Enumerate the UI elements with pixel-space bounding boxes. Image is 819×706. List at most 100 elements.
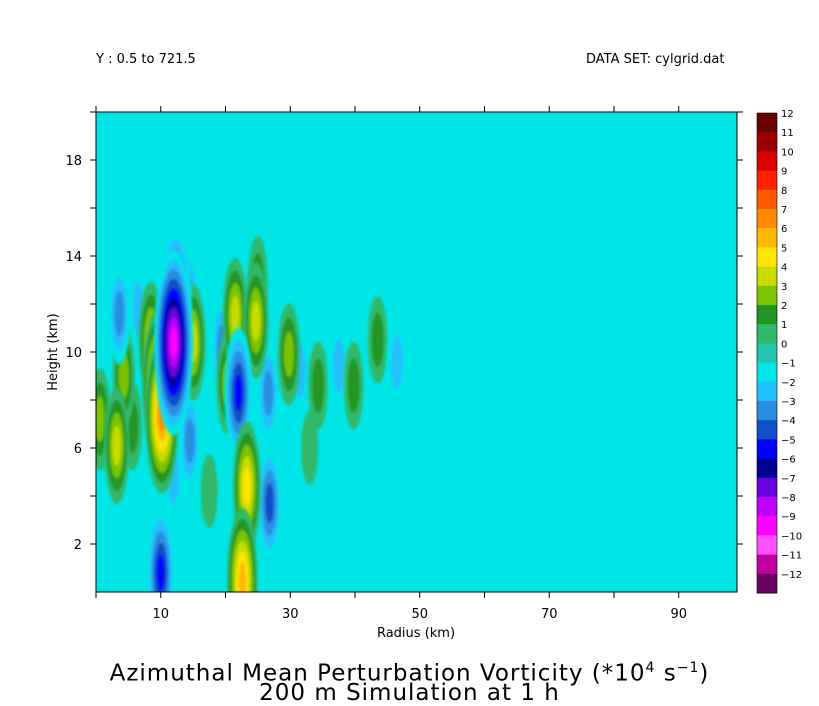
colorbar-swatch [757, 381, 777, 402]
vorticity-feature [256, 445, 283, 562]
colorbar-label: 5 [781, 243, 787, 254]
vorticity-feature [277, 303, 301, 406]
colorbar-label: 0 [781, 339, 787, 350]
vorticity-contour [114, 290, 125, 337]
y-tick-label: 2 [74, 538, 82, 553]
colorbar-label: −8 [781, 493, 796, 504]
y-axis-label: Height (km) [46, 313, 61, 390]
colorbar-label: 10 [781, 147, 794, 158]
colorbar-label: −5 [781, 435, 796, 446]
vorticity-feature [301, 411, 319, 485]
chart-title-line2: 200 m Simulation at 1 h [259, 680, 560, 706]
vorticity-feature [108, 262, 131, 365]
colorbar-swatch [757, 362, 777, 383]
colorbar-frame [756, 112, 778, 594]
x-tick-label: 30 [282, 607, 299, 622]
colorbar-swatch [757, 554, 777, 575]
dataset-label: DATA SET: cylgrid.dat [586, 52, 725, 67]
colorbar-swatch [757, 324, 777, 344]
colorbar-label: −12 [781, 570, 802, 581]
x-tick-label: 10 [152, 607, 169, 622]
colorbar-swatch [757, 439, 777, 460]
vorticity-feature [104, 387, 130, 504]
colorbar-label: −4 [781, 416, 796, 427]
colorbar-swatch [757, 189, 777, 210]
vorticity-contour [347, 358, 360, 413]
colorbar-swatch [757, 458, 777, 479]
colorbar-label: 12 [781, 109, 794, 120]
colorbar-label: 6 [781, 224, 787, 235]
colorbar-swatch [757, 401, 777, 421]
vorticity-contour [242, 467, 251, 505]
y-tick-label: 14 [65, 250, 82, 265]
range-label: Y : 0.5 to 721.5 [96, 52, 196, 67]
colorbar-swatch [757, 535, 777, 556]
vorticity-contour [371, 312, 384, 368]
y-tick-label: 18 [65, 154, 82, 169]
colorbar-label: −2 [781, 378, 796, 389]
colorbar-swatch [757, 228, 777, 248]
x-tick-label: 70 [541, 607, 558, 622]
vorticity-feature [367, 296, 388, 384]
colorbar-swatch [757, 151, 777, 172]
x-tick-label: 90 [670, 607, 687, 622]
colorbar-label: 3 [781, 282, 787, 293]
colorbar-swatch [757, 497, 777, 517]
colorbar-swatch [757, 132, 777, 152]
colorbar-swatch [757, 573, 777, 594]
colorbar-swatch [757, 209, 777, 229]
colorbar-label: −7 [781, 474, 796, 485]
colorbar-label: 11 [781, 128, 794, 139]
vorticity-contour [332, 339, 345, 394]
vorticity-field [96, 227, 407, 592]
x-axis-label: Radius (km) [377, 626, 455, 641]
colorbar-label: 1 [781, 320, 787, 331]
colorbar-label: −3 [781, 397, 796, 408]
colorbar-label: 9 [781, 167, 787, 178]
y-tick-label: 6 [74, 442, 82, 457]
colorbar: 1211109876543210−1−2−3−4−5−6−7−8−9−10−11… [756, 109, 802, 594]
vorticity-feature [146, 507, 175, 592]
colorbar-label: 4 [781, 263, 787, 274]
chart-title-line1: Azimuthal Mean Perturbation Vorticity (*… [109, 660, 710, 687]
colorbar-swatch [757, 247, 777, 268]
vorticity-contour [230, 295, 240, 337]
vorticity-feature [343, 341, 364, 430]
vorticity-feature [243, 262, 269, 379]
colorbar-swatch [757, 285, 777, 306]
colorbar-label: −6 [781, 455, 796, 466]
vorticity-contour [156, 554, 165, 592]
vorticity-feature [154, 249, 194, 436]
colorbar-swatch [757, 420, 777, 440]
axes: 10 30 50 70 90 2 6 10 14 18 [65, 106, 743, 622]
y-tick-label: 10 [65, 346, 82, 361]
vorticity-feature [226, 508, 258, 592]
vorticity-contour [238, 562, 247, 592]
colorbar-swatch [757, 266, 777, 287]
vorticity-contour [391, 334, 404, 389]
vorticity-feature [387, 317, 407, 406]
vorticity-contour [251, 300, 261, 341]
colorbar-label: −1 [781, 359, 796, 370]
colorbar-label: 8 [781, 186, 787, 197]
vorticity-contour [263, 370, 274, 416]
vorticity-contour [184, 418, 195, 464]
colorbar-label: 7 [781, 205, 787, 216]
colorbar-swatch [757, 305, 777, 325]
vorticity-contour [283, 331, 294, 378]
colorbar-swatch [757, 113, 777, 133]
colorbar-swatch [757, 516, 777, 536]
vorticity-contour [301, 411, 319, 485]
colorbar-label: −10 [781, 531, 802, 542]
vorticity-feature [308, 341, 328, 430]
vorticity-feature [200, 454, 218, 529]
x-tick-label: 50 [411, 607, 428, 622]
vorticity-contour [112, 425, 122, 466]
colorbar-swatch [757, 477, 777, 498]
colorbar-label: 2 [781, 301, 787, 312]
vorticity-feature [329, 322, 349, 411]
colorbar-label: −9 [781, 512, 796, 523]
vorticity-contour [265, 483, 274, 524]
colorbar-label: −11 [781, 551, 802, 562]
